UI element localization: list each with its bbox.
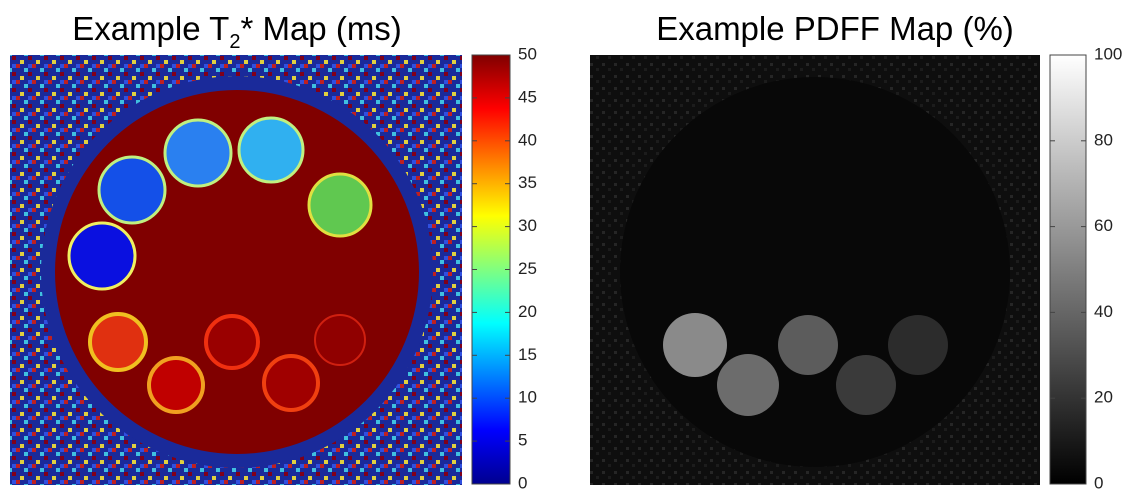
colorbar-tick-label: 50 bbox=[518, 44, 537, 63]
t2-map-image bbox=[10, 55, 462, 485]
title-part: Example T bbox=[72, 10, 229, 47]
title-part: * Map (ms) bbox=[240, 10, 401, 47]
colorbar-tick-label: 30 bbox=[518, 216, 537, 235]
pdff-map-image bbox=[590, 55, 1040, 485]
colorbar-tick-label: 40 bbox=[518, 130, 537, 149]
colorbar-tick-label: 10 bbox=[518, 388, 537, 407]
colorbar-tick-label: 80 bbox=[1094, 130, 1113, 149]
colorbar-tick-label: 100 bbox=[1094, 44, 1122, 63]
colorbar bbox=[1050, 55, 1086, 484]
colorbar bbox=[472, 55, 510, 484]
colorbar-tick-label: 20 bbox=[1094, 388, 1113, 407]
colorbar-tick-label: 45 bbox=[518, 87, 537, 106]
colorbar-tick-label: 15 bbox=[518, 345, 537, 364]
colorbar-tick-label: 0 bbox=[1094, 473, 1103, 491]
colorbar-tick-label: 20 bbox=[518, 302, 537, 321]
colorbar-tick-label: 35 bbox=[518, 173, 537, 192]
colorbar-tick-label: 0 bbox=[518, 473, 527, 491]
colorbar-tick-label: 40 bbox=[1094, 302, 1113, 321]
chart-title: Example T2* Map (ms) bbox=[72, 10, 402, 53]
title-part: 2 bbox=[229, 31, 240, 53]
title-part: Example PDFF Map (%) bbox=[656, 10, 1014, 47]
colorbar-tick-label: 5 bbox=[518, 431, 527, 450]
chart-title: Example PDFF Map (%) bbox=[656, 10, 1014, 47]
colorbar-tick-label: 60 bbox=[1094, 216, 1113, 235]
figure: Example T2* Map (ms)05101520253035404550… bbox=[0, 0, 1133, 491]
colorbar-tick-label: 25 bbox=[518, 259, 537, 278]
